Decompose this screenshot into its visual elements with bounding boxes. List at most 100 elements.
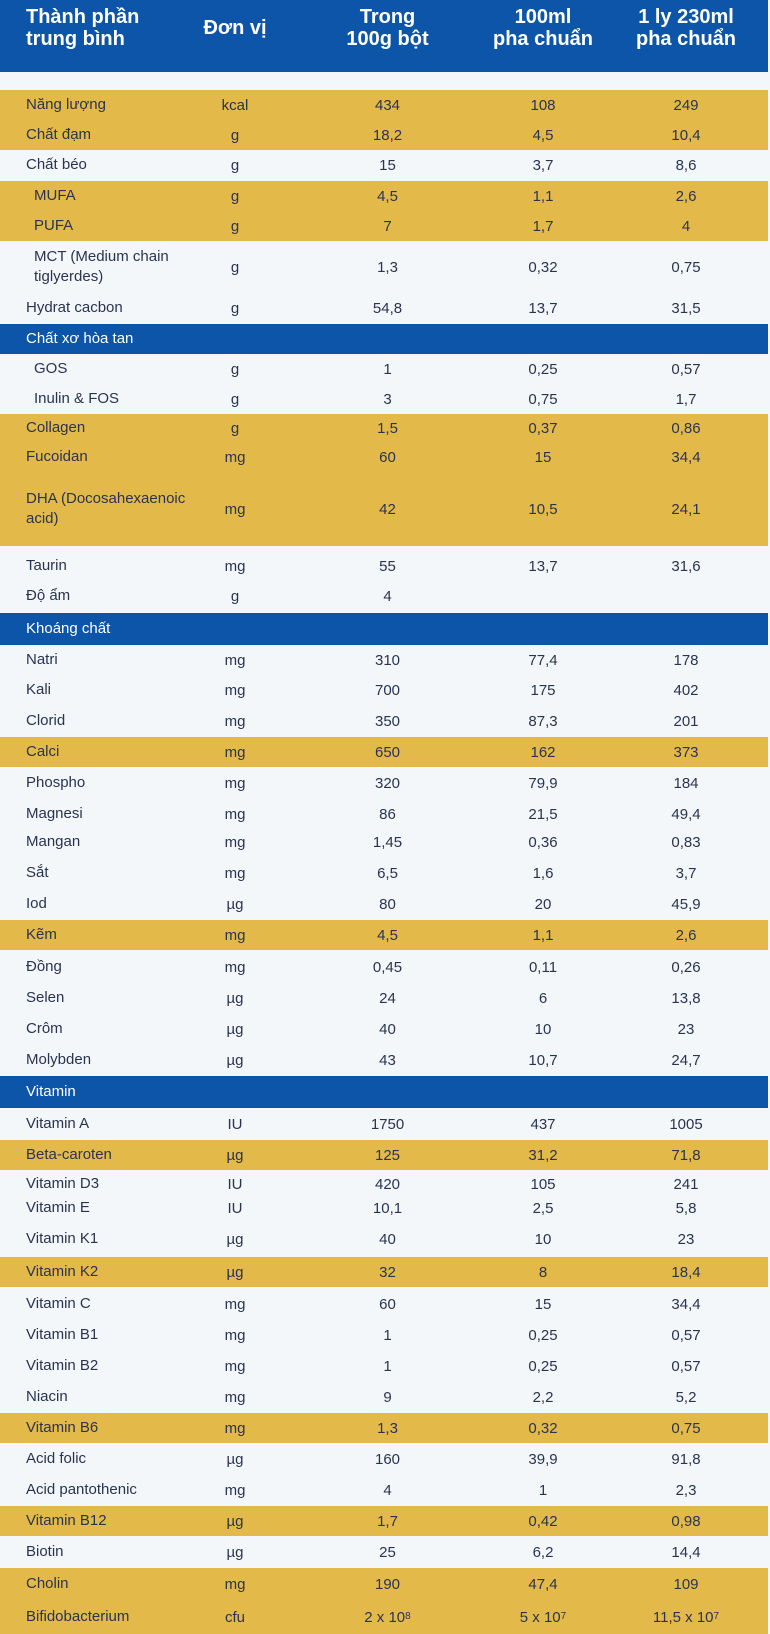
cell-unit-text: mg bbox=[224, 1388, 246, 1406]
cell-unit-text: mg bbox=[224, 651, 246, 669]
cell-unit: g bbox=[195, 354, 275, 384]
cell-unit-text: µg bbox=[226, 1512, 244, 1530]
cell-per-100ml-text: 2,2 bbox=[532, 1388, 554, 1406]
cell-per-100g: 60 bbox=[330, 1289, 445, 1319]
cell-per-100g: 350 bbox=[330, 706, 445, 736]
cell-unit-text: IU bbox=[227, 1175, 243, 1193]
cell-per-230ml bbox=[631, 581, 741, 611]
cell-per-100ml-text: 0,36 bbox=[528, 833, 558, 851]
cell-per-100g-text: 0,45 bbox=[372, 958, 403, 976]
cell-per-100g: 9 bbox=[330, 1382, 445, 1412]
cell-per-100ml: 1,1 bbox=[483, 181, 603, 211]
cell-unit-text: g bbox=[230, 258, 240, 276]
cell-unit: cfu bbox=[195, 1600, 275, 1634]
cell-per-230ml: 178 bbox=[631, 645, 741, 675]
cell-name-text: Mangan bbox=[26, 833, 81, 850]
cell-per-100g: 4,5 bbox=[330, 920, 445, 950]
table-row: Vitamin K2 µg 32 8 18,4 bbox=[0, 1257, 768, 1287]
cell-unit: mg bbox=[195, 1413, 275, 1443]
cell-per-100ml: 0,37 bbox=[483, 414, 603, 442]
table-row: Kali mg 700 175 402 bbox=[0, 675, 768, 705]
cell-unit: mg bbox=[195, 1289, 275, 1319]
cell-per-100g: 1 bbox=[330, 354, 445, 384]
cell-unit-text: mg bbox=[224, 1357, 246, 1375]
cell-per-100ml-text: 0,25 bbox=[528, 1357, 558, 1375]
cell-per-230ml: 5,8 bbox=[631, 1196, 741, 1220]
cell-per-230ml-text: 91,8 bbox=[671, 1450, 701, 1468]
cell-name: Vitamin bbox=[26, 1076, 196, 1108]
cell-name-text: Collagen bbox=[26, 419, 86, 436]
table-row: Acid pantothenic mg 4 1 2,3 bbox=[0, 1475, 768, 1505]
cell-name-text: GOS bbox=[34, 360, 68, 377]
cell-per-100g: 4 bbox=[330, 1475, 445, 1505]
cell-unit: µg bbox=[195, 1223, 275, 1255]
table-row: Chất đạm g 18,2 4,5 10,4 bbox=[0, 120, 768, 150]
cell-per-230ml: 184 bbox=[631, 768, 741, 798]
cell-name-text: Sắt bbox=[26, 864, 49, 881]
cell-name-text: Vitamin C bbox=[26, 1295, 91, 1312]
cell-per-230ml: 31,6 bbox=[631, 551, 741, 581]
cell-per-100ml-text: 4,5 bbox=[532, 126, 554, 144]
cell-per-230ml: 13,8 bbox=[631, 983, 741, 1013]
cell-per-230ml-text: 241 bbox=[673, 1175, 699, 1193]
cell-per-100g-text: 25 bbox=[379, 1543, 396, 1561]
cell-per-230ml-text: 1005 bbox=[669, 1115, 703, 1133]
cell-per-230ml: 10,4 bbox=[631, 120, 741, 150]
header-ingredient: Thành phần trung bình bbox=[26, 6, 140, 50]
cell-per-100g-text: 3 bbox=[383, 390, 392, 408]
cell-per-100g: 7 bbox=[330, 211, 445, 241]
cell-per-230ml-text: 184 bbox=[673, 774, 699, 792]
cell-per-230ml: 45,9 bbox=[631, 889, 741, 919]
cell-unit-text: g bbox=[230, 187, 240, 205]
cell-per-100g-text: 4 bbox=[383, 587, 392, 605]
cell-per-230ml-text: 373 bbox=[673, 743, 699, 761]
cell-unit-text: mg bbox=[224, 1295, 246, 1313]
cell-per-100ml: 6,2 bbox=[483, 1537, 603, 1567]
cell-name: Vitamin E bbox=[26, 1196, 196, 1220]
cell-per-100g-text: 24 bbox=[379, 989, 396, 1007]
cell-per-100ml: 105 bbox=[483, 1172, 603, 1196]
cell-per-100g: 25 bbox=[330, 1537, 445, 1567]
table-row: Cholin mg 190 47,4 109 bbox=[0, 1568, 768, 1600]
cell-name-text: MCT (Medium chain tiglyerdes) bbox=[34, 248, 169, 285]
cell-per-230ml: 0,57 bbox=[631, 354, 741, 384]
cell-per-100ml-text: 13,7 bbox=[528, 299, 558, 317]
cell-per-230ml: 0,86 bbox=[631, 414, 741, 442]
cell-per-100ml: 162 bbox=[483, 737, 603, 767]
cell-per-100ml-text: 0,32 bbox=[528, 1419, 558, 1437]
cell-per-100g: 1,7 bbox=[330, 1506, 445, 1536]
cell-unit: mg bbox=[195, 472, 275, 546]
cell-unit-text: g bbox=[230, 126, 240, 144]
cell-name: GOS bbox=[34, 354, 204, 384]
cell-per-100ml-text: 1,1 bbox=[532, 926, 554, 944]
cell-unit-text: µg bbox=[226, 1146, 244, 1164]
cell-name: Vitamin B12 bbox=[26, 1506, 196, 1536]
table-row: Hydrat cacbon g 54,8 13,7 31,5 bbox=[0, 293, 768, 323]
cell-per-100ml-text: 79,9 bbox=[528, 774, 558, 792]
cell-per-230ml-text: 24,1 bbox=[671, 500, 701, 518]
cell-name: Khoáng chất bbox=[26, 613, 196, 645]
cell-per-100g: 40 bbox=[330, 1223, 445, 1255]
cell-name: Natri bbox=[26, 645, 196, 675]
cell-unit: g bbox=[195, 211, 275, 241]
cell-unit-text: µg bbox=[226, 1051, 244, 1069]
cell-per-100g: 650 bbox=[330, 737, 445, 767]
cell-unit: µg bbox=[195, 1045, 275, 1075]
cell-per-100ml: 0,32 bbox=[483, 1413, 603, 1443]
cell-per-230ml-text: 71,8 bbox=[671, 1146, 701, 1164]
cell-per-100g: 42 bbox=[330, 472, 445, 546]
table-row: Vitamin D3 IU 420 105 241 bbox=[0, 1172, 768, 1196]
cell-per-230ml: 0,26 bbox=[631, 952, 741, 982]
cell-name-text: Vitamin K2 bbox=[26, 1263, 99, 1280]
cell-name: Crôm bbox=[26, 1014, 196, 1044]
cell-per-100g: 1 bbox=[330, 1351, 445, 1381]
table-row: Năng lượng kcal 434 108 249 bbox=[0, 90, 768, 120]
cell-name: Vitamin D3 bbox=[26, 1172, 196, 1196]
cell-per-100g-base: 2 x 10 bbox=[364, 1608, 406, 1626]
cell-per-230ml-text: 8,6 bbox=[675, 156, 697, 174]
cell-name: Cholin bbox=[26, 1568, 196, 1600]
cell-per-100g-text: 18,2 bbox=[372, 126, 403, 144]
cell-unit: g bbox=[195, 120, 275, 150]
cell-name-text: Vitamin B1 bbox=[26, 1326, 99, 1343]
